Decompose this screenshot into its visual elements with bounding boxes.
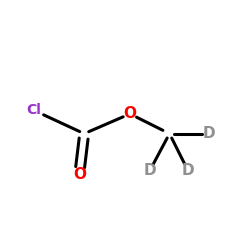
Text: D: D xyxy=(144,163,156,178)
Text: D: D xyxy=(203,126,215,141)
Text: O: O xyxy=(73,167,86,182)
Text: O: O xyxy=(124,106,136,122)
Text: Cl: Cl xyxy=(26,103,41,117)
Text: D: D xyxy=(182,163,194,178)
